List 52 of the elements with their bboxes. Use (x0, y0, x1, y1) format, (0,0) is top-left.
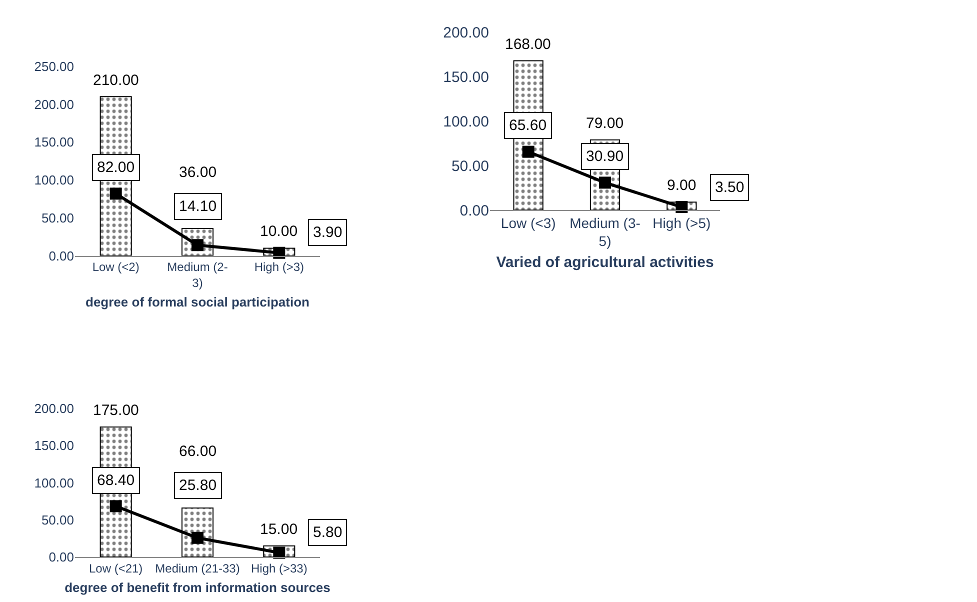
data-label: 65.60 (509, 117, 547, 134)
x-axis-title: degree of benefit from information sources (64, 580, 330, 596)
data-label: 36.00 (179, 164, 217, 181)
data-label: 15.00 (260, 521, 298, 538)
point (676, 201, 688, 214)
data-label: 9.00 (667, 177, 696, 194)
y-tick-label: 0.00 (48, 248, 74, 264)
point (273, 546, 286, 559)
x-axis-title: Varied of agricultural activities (496, 254, 714, 272)
data-label: 30.90 (586, 148, 624, 165)
y-tick-label: 150.00 (34, 438, 74, 454)
x-tick-label: Low (<3) (500, 214, 556, 231)
x-tick-label: Low (<21) (88, 561, 143, 576)
x-tick-label: Medium (3-5) (570, 214, 641, 250)
y-tick-label: 50.00 (41, 210, 74, 226)
y-tick-label: 200.00 (443, 24, 489, 42)
data-label: 210.00 (93, 72, 139, 89)
x-axis-title: degree of formal social participation (86, 294, 310, 310)
y-tick-label: 0.00 (48, 550, 74, 565)
y-tick-label: 0.00 (460, 202, 489, 220)
y-tick-label: 200.00 (34, 96, 74, 112)
data-label: 25.80 (179, 477, 217, 494)
y-tick-label: 100.00 (443, 113, 489, 130)
y-tick-label: 200.00 (34, 400, 74, 416)
y-tick-label: 50.00 (451, 158, 489, 175)
data-label: 68.40 (97, 472, 135, 489)
data-label: 5.80 (313, 524, 342, 541)
point (599, 176, 611, 189)
data-label: 168.00 (505, 36, 551, 53)
x-tick-label: High (>33) (250, 561, 308, 576)
x-tick-label: High (>5) (652, 214, 711, 231)
data-label: 3.90 (313, 224, 342, 241)
y-tick-label: 150.00 (443, 69, 489, 86)
point (110, 188, 122, 200)
data-label: 3.50 (715, 179, 744, 196)
data-label: 175.00 (93, 402, 139, 419)
data-label: 66.00 (179, 443, 217, 460)
y-tick-label: 250.00 (34, 58, 74, 74)
data-label: 79.00 (586, 115, 624, 132)
x-tick-label: Low (<2) (92, 260, 140, 274)
data-label: 14.10 (179, 198, 217, 215)
data-label: 82.00 (97, 159, 135, 176)
data-label: 10.00 (260, 223, 298, 240)
y-tick-label: 50.00 (41, 512, 74, 528)
x-tick-label: High (>3) (254, 260, 304, 274)
x-tick-label: Medium (21-33) (155, 561, 240, 576)
y-tick-label: 100.00 (34, 172, 74, 188)
point (522, 146, 534, 158)
point (110, 500, 122, 512)
y-tick-label: 100.00 (34, 475, 74, 490)
y-tick-label: 150.00 (34, 134, 74, 150)
x-tick-label: Medium (2-3) (167, 260, 228, 290)
